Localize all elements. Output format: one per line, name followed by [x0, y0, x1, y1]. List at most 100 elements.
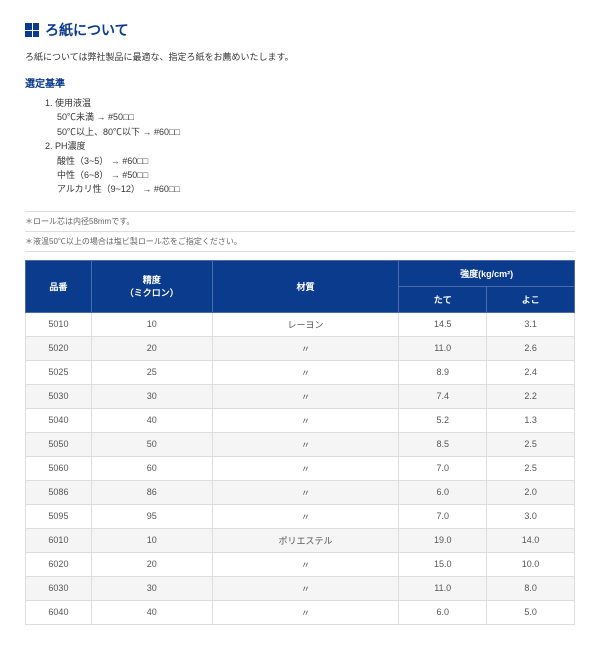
table-cell-tate: 6.0: [399, 600, 487, 624]
th-tate: たて: [399, 286, 487, 312]
table-row: 502525〃8.92.4: [26, 360, 575, 384]
criteria-item: 1. 使用液温: [45, 96, 575, 110]
table-cell-code: 5020: [26, 336, 92, 360]
table-cell-mat: 〃: [212, 408, 399, 432]
table-cell-prec: 30: [91, 384, 212, 408]
table-cell-prec: 40: [91, 600, 212, 624]
footnote: ＊液温50℃以上の場合は塩ビ製ロール芯をご指定ください。: [25, 231, 575, 252]
table-cell-tate: 15.0: [399, 552, 487, 576]
table-cell-yoko: 1.3: [487, 408, 575, 432]
table-cell-mat: 〃: [212, 360, 399, 384]
table-cell-code: 5050: [26, 432, 92, 456]
intro-text: ろ紙については弊社製品に最適な、指定ろ紙をお薦めいたします。: [25, 50, 575, 63]
criteria-sub: アルカリ性（9~12） → #60□□: [45, 182, 575, 196]
th-code: 品番: [26, 260, 92, 312]
table-cell-prec: 10: [91, 528, 212, 552]
table-row: 604040〃6.05.0: [26, 600, 575, 624]
table-cell-code: 5025: [26, 360, 92, 384]
table-cell-yoko: 2.5: [487, 432, 575, 456]
table-row: 503030〃7.42.2: [26, 384, 575, 408]
table-cell-prec: 95: [91, 504, 212, 528]
table-cell-code: 6010: [26, 528, 92, 552]
table-row: 508686〃6.02.0: [26, 480, 575, 504]
th-precision: 精度 （ミクロン）: [91, 260, 212, 312]
table-row: 501010レーヨン14.53.1: [26, 312, 575, 336]
table-cell-tate: 11.0: [399, 336, 487, 360]
table-cell-prec: 86: [91, 480, 212, 504]
criteria-sub: 50℃以上、80℃以下 → #60□□: [45, 125, 575, 139]
table-cell-code: 6020: [26, 552, 92, 576]
table-cell-code: 5095: [26, 504, 92, 528]
th-yoko: よこ: [487, 286, 575, 312]
criteria-list: 1. 使用液温50℃未満 → #50□□50℃以上、80℃以下 → #60□□2…: [25, 96, 575, 197]
notes: ＊ロール芯は内径58mmです。＊液温50℃以上の場合は塩ビ製ロール芯をご指定くだ…: [25, 211, 575, 252]
spec-table: 品番 精度 （ミクロン） 材質 強度(kg/cm²) たて よこ 501010レ…: [25, 260, 575, 625]
table-cell-yoko: 2.6: [487, 336, 575, 360]
footnote: ＊ロール芯は内径58mmです。: [25, 211, 575, 231]
table-cell-tate: 6.0: [399, 480, 487, 504]
table-cell-prec: 30: [91, 576, 212, 600]
table-cell-mat: 〃: [212, 432, 399, 456]
table-row: 509595〃7.03.0: [26, 504, 575, 528]
table-cell-code: 5030: [26, 384, 92, 408]
table-cell-prec: 60: [91, 456, 212, 480]
th-precision-sub: （ミクロン）: [125, 288, 179, 298]
table-row: 603030〃11.08.0: [26, 576, 575, 600]
table-cell-mat: 〃: [212, 336, 399, 360]
table-cell-yoko: 2.4: [487, 360, 575, 384]
table-cell-code: 6040: [26, 600, 92, 624]
table-cell-mat: 〃: [212, 600, 399, 624]
criteria-sub: 50℃未満 → #50□□: [45, 110, 575, 124]
table-cell-mat: 〃: [212, 456, 399, 480]
table-cell-tate: 5.2: [399, 408, 487, 432]
table-cell-prec: 20: [91, 552, 212, 576]
table-cell-mat: レーヨン: [212, 312, 399, 336]
table-row: 505050〃8.52.5: [26, 432, 575, 456]
table-cell-prec: 50: [91, 432, 212, 456]
table-cell-code: 5060: [26, 456, 92, 480]
table-row: 506060〃7.02.5: [26, 456, 575, 480]
table-cell-tate: 7.0: [399, 504, 487, 528]
table-cell-yoko: 3.0: [487, 504, 575, 528]
table-cell-mat: 〃: [212, 480, 399, 504]
table-cell-yoko: 10.0: [487, 552, 575, 576]
th-strength: 強度(kg/cm²): [399, 260, 575, 286]
table-cell-tate: 14.5: [399, 312, 487, 336]
table-cell-mat: 〃: [212, 384, 399, 408]
table-cell-code: 6030: [26, 576, 92, 600]
criteria-heading: 選定基準: [25, 75, 575, 90]
table-cell-prec: 25: [91, 360, 212, 384]
table-cell-tate: 7.4: [399, 384, 487, 408]
table-cell-code: 5040: [26, 408, 92, 432]
th-material: 材質: [212, 260, 399, 312]
table-cell-prec: 10: [91, 312, 212, 336]
title-row: ろ紙について: [25, 20, 575, 40]
table-cell-code: 5010: [26, 312, 92, 336]
th-precision-label: 精度: [143, 275, 161, 285]
page-title: ろ紙について: [45, 20, 129, 40]
table-cell-tate: 19.0: [399, 528, 487, 552]
table-row: 601010ポリエステル19.014.0: [26, 528, 575, 552]
table-cell-yoko: 8.0: [487, 576, 575, 600]
criteria-sub: 酸性（3~5） → #60□□: [45, 154, 575, 168]
table-cell-yoko: 14.0: [487, 528, 575, 552]
table-cell-tate: 8.9: [399, 360, 487, 384]
criteria-item: 2. PH濃度: [45, 139, 575, 153]
table-cell-tate: 7.0: [399, 456, 487, 480]
table-cell-mat: 〃: [212, 504, 399, 528]
criteria-sub: 中性（6~8） → #50□□: [45, 168, 575, 182]
table-cell-yoko: 2.0: [487, 480, 575, 504]
table-cell-yoko: 2.5: [487, 456, 575, 480]
title-grid-icon: [25, 23, 39, 37]
table-cell-yoko: 2.2: [487, 384, 575, 408]
table-cell-tate: 11.0: [399, 576, 487, 600]
table-cell-prec: 40: [91, 408, 212, 432]
table-row: 504040〃5.21.3: [26, 408, 575, 432]
table-row: 502020〃11.02.6: [26, 336, 575, 360]
table-cell-mat: ポリエステル: [212, 528, 399, 552]
table-cell-yoko: 5.0: [487, 600, 575, 624]
table-cell-code: 5086: [26, 480, 92, 504]
table-row: 602020〃15.010.0: [26, 552, 575, 576]
table-cell-mat: 〃: [212, 576, 399, 600]
table-cell-tate: 8.5: [399, 432, 487, 456]
